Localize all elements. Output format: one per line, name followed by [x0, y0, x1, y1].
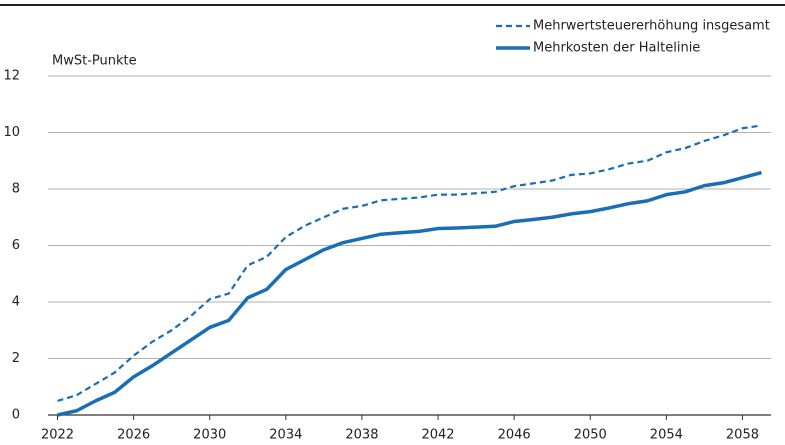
legend-label: Mehrwertsteuererhöhung insgesamt — [533, 19, 770, 34]
series-line — [57, 170, 762, 417]
y-tick-label: 2 — [12, 351, 20, 366]
x-tick-label: 2054 — [650, 428, 683, 443]
y-tick-label: 8 — [12, 182, 20, 197]
legend-label: Mehrkosten der Haltelinie — [533, 41, 700, 56]
y-tick-label: 4 — [12, 295, 20, 310]
x-tick-label: 2038 — [345, 428, 378, 443]
y-axis-label: MwSt-Punkte — [52, 54, 137, 69]
x-tick-label: 2050 — [574, 428, 607, 443]
y-tick-label: 12 — [3, 69, 20, 84]
x-tick-label: 2042 — [421, 428, 454, 443]
x-tick-label: 2026 — [117, 428, 150, 443]
x-tick-label: 2034 — [269, 428, 302, 443]
y-tick-label: 10 — [3, 125, 20, 140]
x-tick-label: 2022 — [41, 428, 74, 443]
x-tick-label: 2030 — [193, 428, 226, 443]
y-tick-label: 0 — [12, 408, 20, 423]
x-tick-label: 2058 — [726, 428, 759, 443]
y-tick-label: 6 — [12, 238, 20, 253]
x-tick-label: 2046 — [498, 428, 531, 443]
